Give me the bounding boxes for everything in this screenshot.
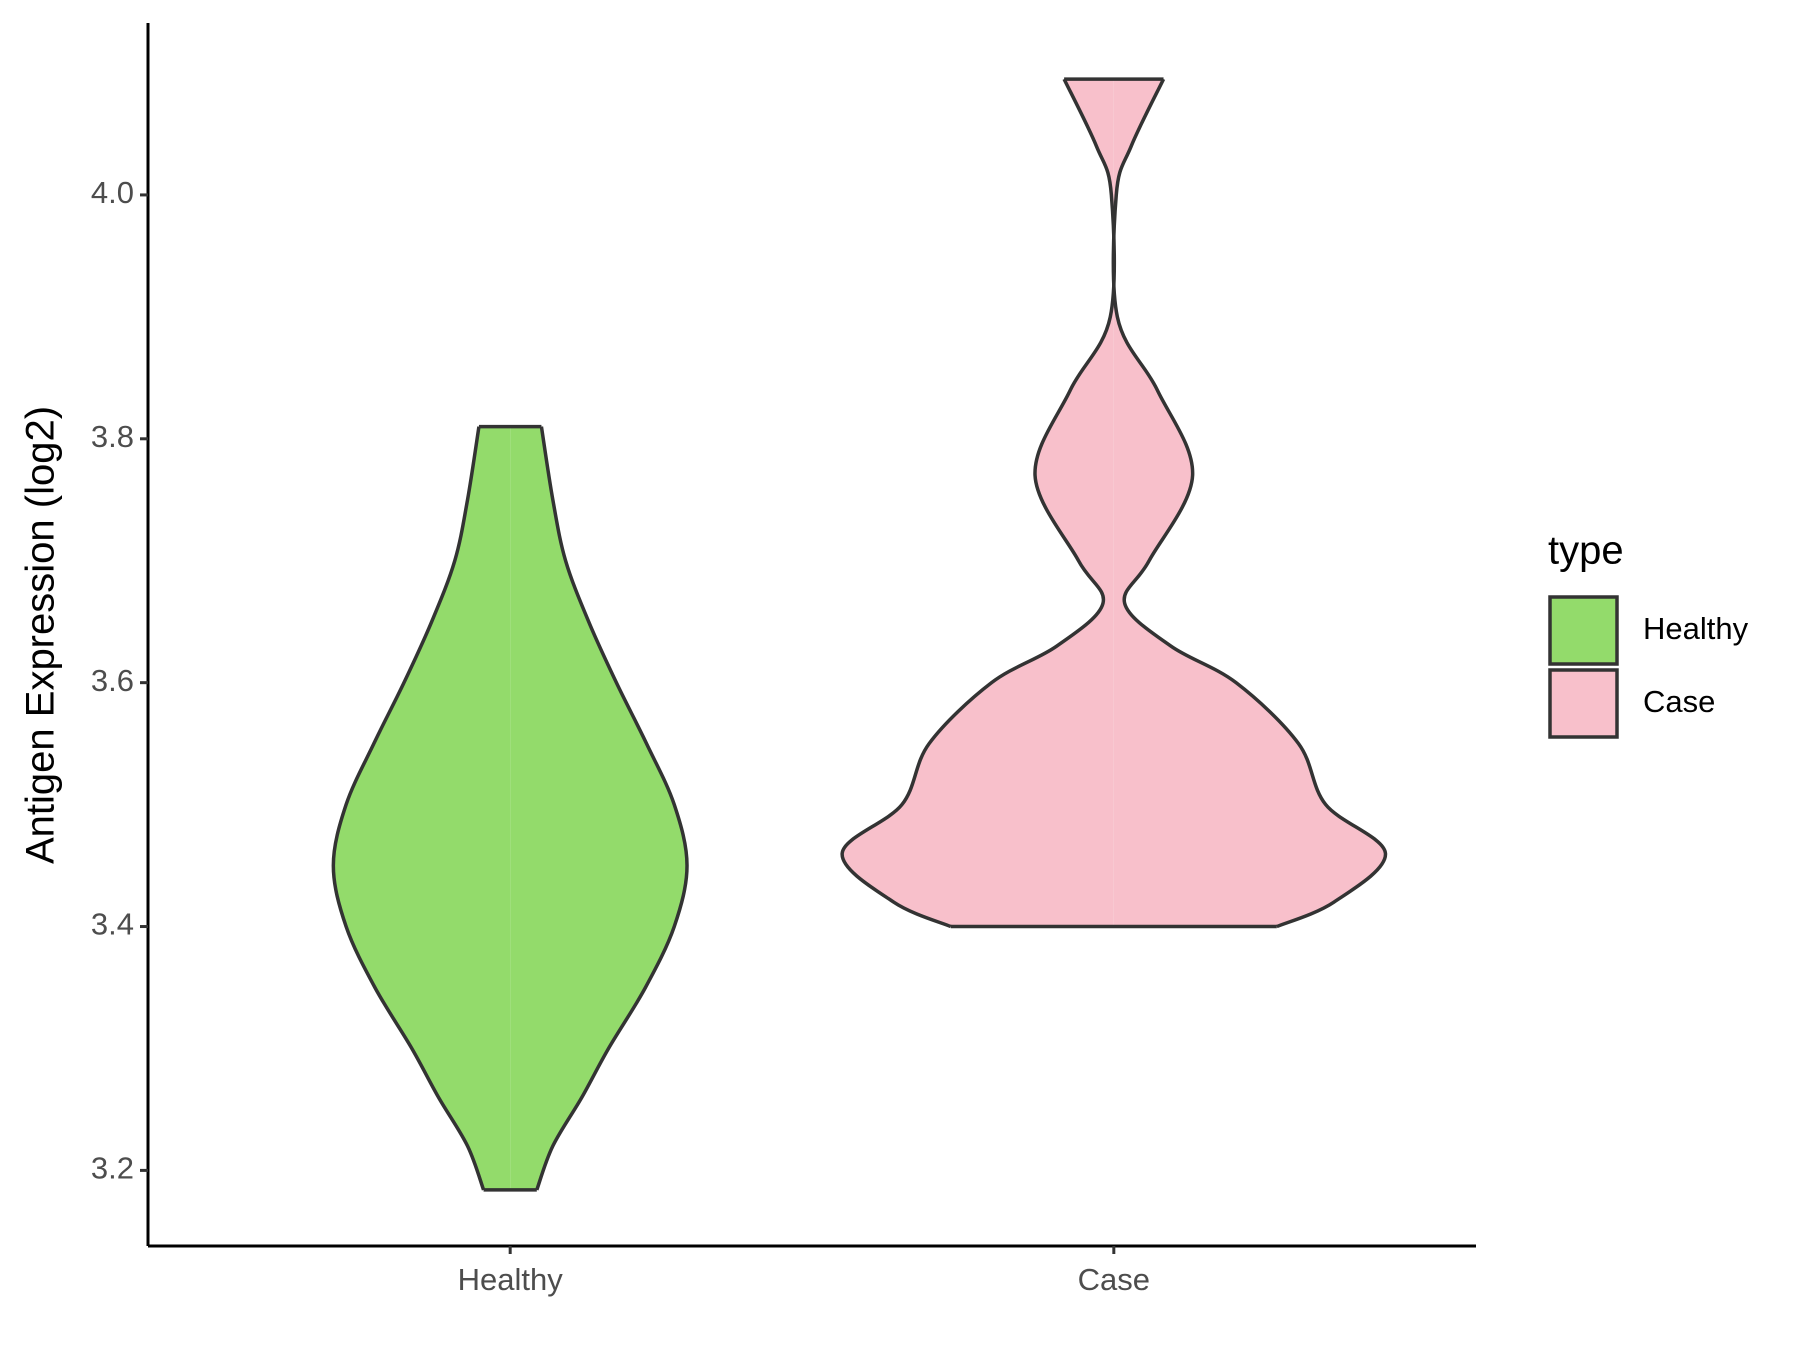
- violin-half: [1113, 79, 1386, 927]
- legend-key: [1548, 595, 1619, 666]
- y-axis-title: Antigen Expression (log2): [19, 406, 63, 864]
- y-tick-label: 3.2: [91, 1151, 134, 1186]
- violin-half: [842, 79, 1115, 927]
- violin-outline: [331, 426, 486, 1191]
- legend-label: Healthy: [1643, 611, 1749, 646]
- legend-key: [1548, 668, 1619, 739]
- x-tick-label: Healthy: [458, 1262, 564, 1297]
- violin-outline: [840, 78, 1117, 929]
- violin-outline: [535, 426, 689, 1191]
- legend-label: Case: [1643, 684, 1715, 719]
- violin-half: [510, 426, 688, 1190]
- x-tick-label: Case: [1078, 1262, 1150, 1297]
- y-tick-label: 3.6: [91, 663, 134, 698]
- legend-title: type: [1548, 529, 1624, 573]
- y-tick-label: 3.4: [91, 907, 134, 942]
- y-tick-label: 4.0: [91, 175, 134, 210]
- violin-half: [333, 426, 511, 1190]
- y-tick-label: 3.8: [91, 419, 134, 454]
